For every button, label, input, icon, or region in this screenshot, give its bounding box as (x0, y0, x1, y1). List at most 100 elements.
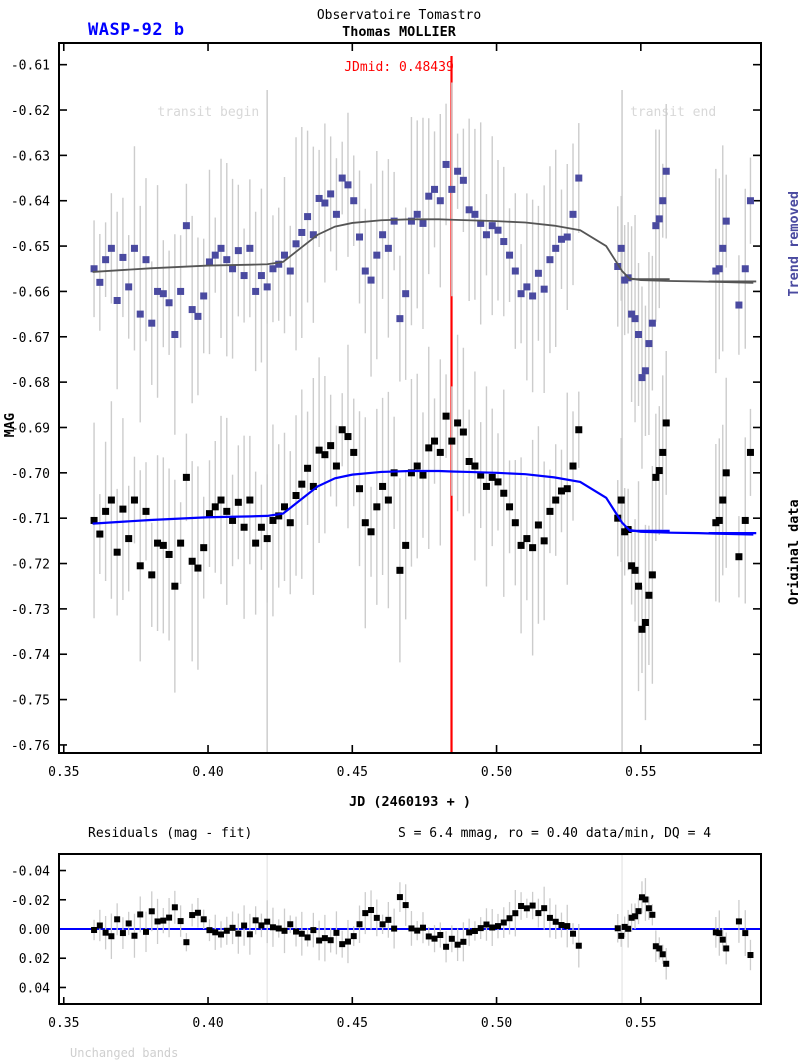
residual-data-point (645, 905, 652, 912)
data-point (113, 548, 121, 556)
data-point (159, 290, 167, 298)
data-point (500, 489, 508, 497)
observer-name: Thomas MOLLIER (342, 24, 456, 40)
data-point (617, 244, 625, 252)
data-point (546, 256, 554, 264)
data-point (269, 516, 277, 524)
y-tick-label: -0.69 (11, 421, 50, 436)
data-point (465, 206, 473, 214)
data-point (419, 219, 427, 227)
residual-data-point (506, 915, 513, 922)
data-point (148, 319, 156, 327)
data-point (471, 462, 479, 470)
data-point (659, 448, 667, 456)
residual-data-point (471, 927, 478, 934)
data-point (506, 503, 514, 511)
data-point (569, 462, 577, 470)
data-point (177, 287, 185, 295)
data-point (614, 262, 622, 270)
data-point (645, 591, 653, 599)
data-point (662, 419, 670, 427)
residual-data-point (304, 934, 311, 941)
data-point (356, 485, 364, 493)
data-point (200, 292, 208, 300)
data-point (373, 251, 381, 259)
data-point (90, 516, 98, 524)
data-point (229, 516, 237, 524)
residual-data-point (321, 935, 328, 942)
data-point (130, 496, 138, 504)
residual-x-tick-label: 0.40 (192, 1016, 223, 1031)
data-point (327, 442, 335, 450)
data-point (298, 228, 306, 236)
data-point (205, 510, 213, 518)
data-point (655, 215, 663, 223)
data-point (722, 217, 730, 225)
data-point (477, 219, 485, 227)
residual-data-point (642, 896, 649, 903)
residual-data-point (656, 945, 663, 952)
data-point (148, 571, 156, 579)
y-tick-label: -0.66 (11, 285, 50, 300)
data-point (648, 571, 656, 579)
data-point (246, 496, 254, 504)
data-point (454, 419, 462, 427)
data-point (402, 541, 410, 549)
data-point (552, 244, 560, 252)
data-point (125, 535, 133, 543)
data-point (130, 244, 138, 252)
transit-marker-label: transit begin (157, 105, 259, 120)
data-point (159, 541, 167, 549)
data-point (419, 471, 427, 479)
residual-x-tick-label: 0.35 (48, 1016, 79, 1031)
data-point (177, 539, 185, 547)
data-point (90, 265, 98, 273)
residual-data-point (638, 894, 645, 901)
data-point (96, 278, 104, 286)
transit-marker-label: transit end (630, 105, 716, 120)
residual-data-point (414, 927, 421, 934)
data-point (413, 210, 421, 218)
residual-data-point (425, 933, 432, 940)
data-point (735, 553, 743, 561)
data-point (350, 197, 358, 205)
data-point (488, 473, 496, 481)
residual-data-point (483, 921, 490, 928)
data-point (407, 469, 415, 477)
data-point (735, 301, 743, 309)
residual-data-point (310, 927, 317, 934)
residual-data-point (385, 916, 392, 923)
data-point (500, 238, 508, 246)
footer-cutoff-text: Unchanged bands (70, 1046, 179, 1060)
data-point (373, 503, 381, 511)
data-point (396, 566, 404, 574)
data-point (367, 528, 375, 536)
data-point (645, 340, 653, 348)
residual-data-point (293, 928, 300, 935)
data-point (741, 516, 749, 524)
data-point (188, 557, 196, 565)
data-point (223, 256, 231, 264)
data-point (436, 448, 444, 456)
data-point (379, 231, 387, 239)
x-tick-label: 0.35 (48, 765, 79, 780)
residual-x-tick-label: 0.55 (625, 1016, 656, 1031)
residual-data-point (495, 923, 501, 930)
residual-data-point (448, 935, 455, 942)
residual-data-point (252, 917, 259, 924)
data-point (448, 437, 456, 445)
residual-data-point (143, 928, 149, 935)
data-point (182, 222, 190, 230)
residual-data-point (659, 951, 666, 958)
residual-data-point (137, 911, 144, 918)
data-point (200, 544, 208, 552)
data-point (107, 244, 115, 252)
residual-data-point (564, 923, 571, 930)
residual-data-point (523, 905, 530, 912)
residual-data-point (625, 925, 632, 932)
data-point (494, 226, 502, 234)
residual-data-point (373, 914, 380, 921)
residual-data-point (489, 924, 496, 931)
residual-data-point (316, 937, 323, 944)
data-point (119, 505, 127, 513)
